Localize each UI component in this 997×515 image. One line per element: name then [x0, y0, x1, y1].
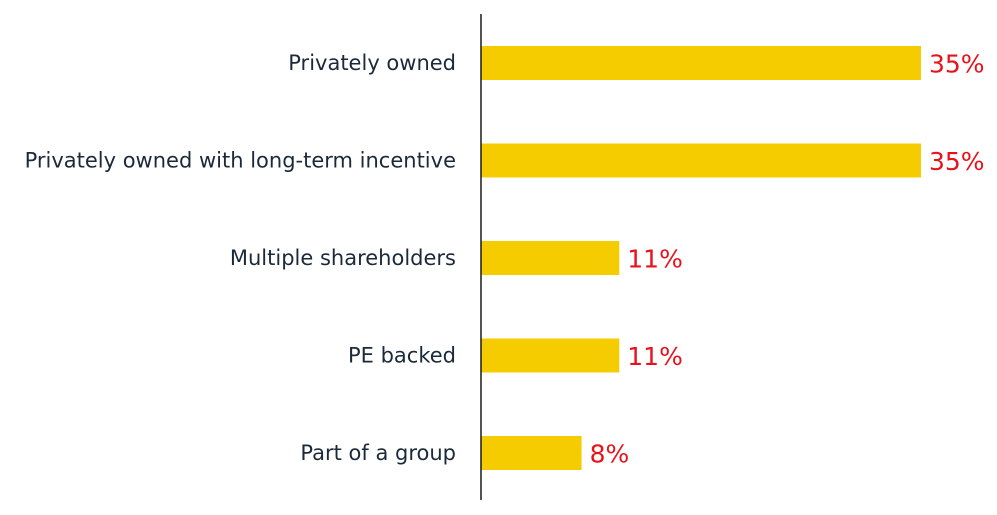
value-label-3: 11%: [627, 342, 683, 371]
value-label-2: 11%: [627, 245, 683, 274]
category-label-4: Part of a group: [300, 441, 456, 465]
bar-3: [481, 338, 620, 373]
value-label-4: 8%: [590, 440, 630, 469]
value-label-0: 35%: [929, 50, 985, 79]
bar-2: [481, 241, 620, 275]
category-label-0: Privately owned: [288, 51, 456, 75]
bar-1: [481, 143, 921, 178]
category-labels-group: Privately owned Privately owned with long…: [25, 51, 456, 465]
bar-0: [481, 46, 921, 80]
category-label-3: PE backed: [348, 344, 456, 368]
bar-4: [481, 436, 582, 470]
value-labels-group: 35% 35% 11% 11% 8%: [590, 50, 985, 469]
value-label-1: 35%: [929, 147, 985, 176]
category-label-2: Multiple shareholders: [230, 246, 456, 270]
bars-group: [481, 46, 921, 470]
category-label-1: Privately owned with long-term incentive: [25, 149, 456, 173]
